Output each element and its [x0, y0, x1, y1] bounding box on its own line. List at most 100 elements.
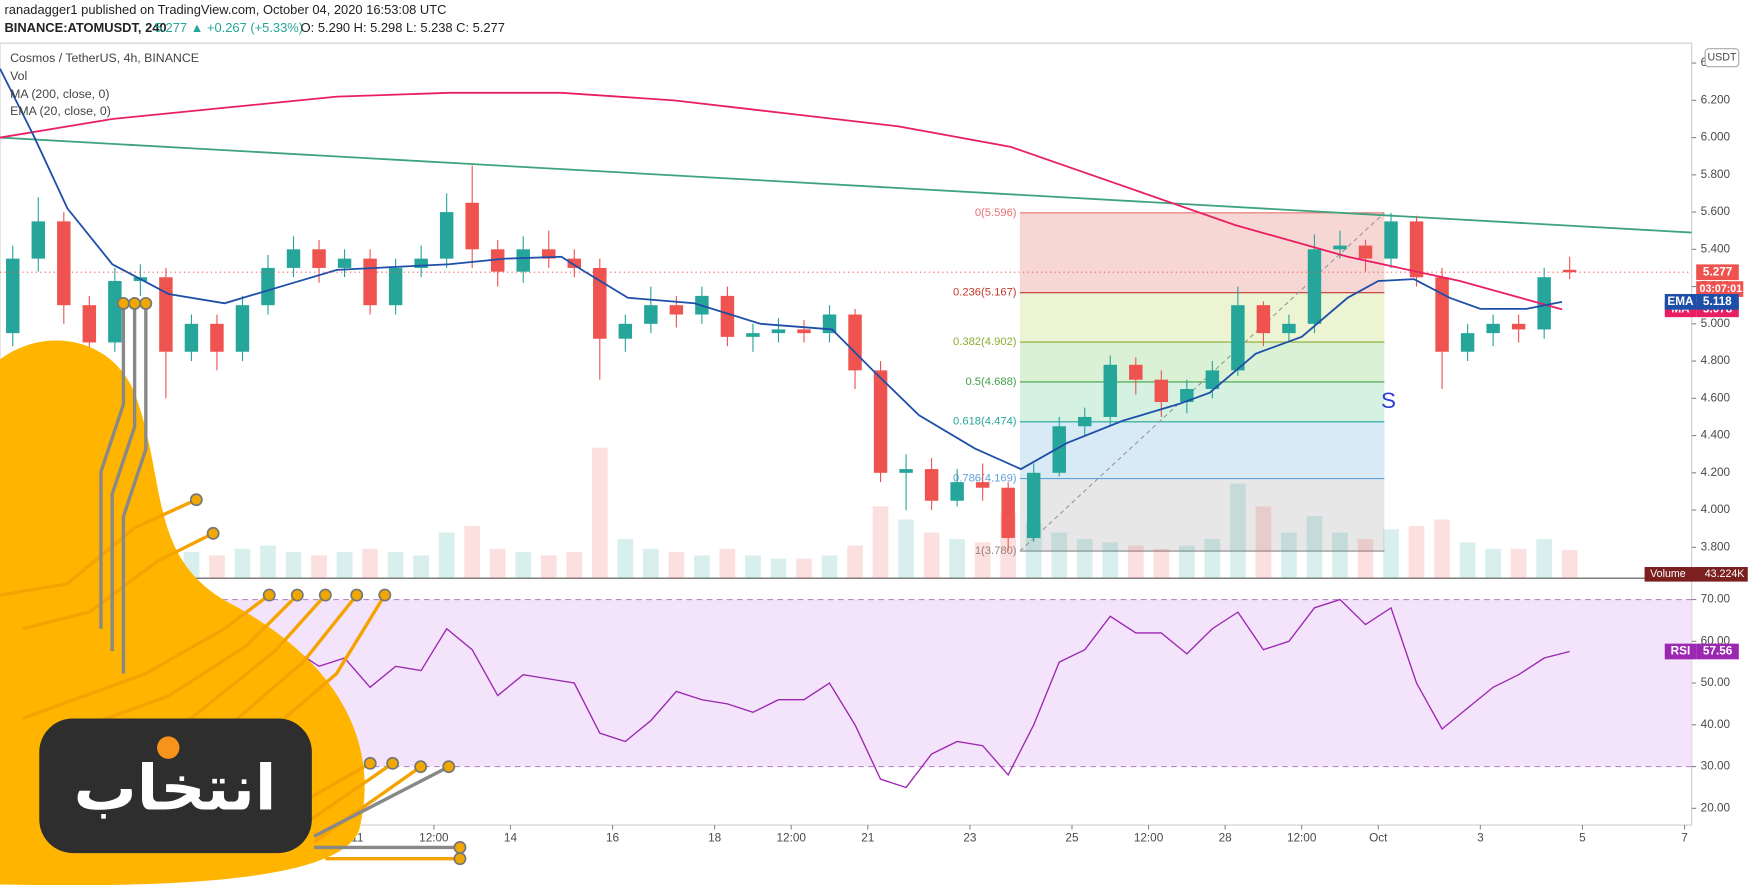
logo-box — [39, 718, 312, 854]
fib-label: 0.382(4.902) — [953, 336, 1017, 348]
volume-bar — [1332, 532, 1348, 579]
volume-bar — [464, 526, 481, 579]
indicator-badge — [1696, 293, 1739, 310]
price-pane: 0(5.596) 0.236(5.167) 0.382(4.902) 0.5(4.68… — [0, 68, 1692, 579]
volume-bar — [1306, 516, 1323, 579]
volume-badge-name: Volume — [1650, 568, 1686, 580]
x-tick-label: 23 — [963, 832, 977, 845]
candle-body — [57, 221, 71, 306]
volume-bar — [694, 555, 710, 579]
volume-bar — [1076, 539, 1093, 579]
volume-bar — [1153, 548, 1170, 579]
volume-bar — [898, 519, 914, 579]
volume-bar — [1281, 532, 1297, 579]
candle-body — [720, 295, 735, 337]
y-tick-label: 6.000 — [1701, 131, 1731, 144]
volume-bar — [1357, 539, 1374, 579]
y-tick-label: 4.200 — [1701, 466, 1731, 479]
candle-body — [82, 305, 97, 343]
rsi-badge-tag — [1664, 643, 1697, 660]
volume-bar — [336, 552, 353, 579]
volume-bar — [1408, 526, 1425, 579]
volume-bar — [1536, 539, 1553, 579]
y-tick-label: 4.600 — [1701, 391, 1731, 404]
candle-body — [1307, 249, 1322, 324]
fib-label: 0(5.596) — [975, 207, 1017, 219]
candle-body — [848, 314, 862, 371]
volume-bar — [260, 545, 276, 579]
trendline — [0, 136, 1692, 234]
candle-body — [388, 267, 403, 306]
x-tick-label: 12:00 — [1287, 832, 1317, 845]
x-tick-label: 3 — [1477, 832, 1484, 845]
volume-bar — [745, 555, 761, 579]
volume-bar — [796, 558, 812, 579]
candle-body — [873, 370, 888, 473]
publish-line: ranadagger1 published on TradingView.com… — [4, 2, 446, 17]
indicator-badge-tag — [1664, 293, 1697, 310]
volume-bar — [489, 548, 506, 579]
x-tick-label: 21 — [861, 832, 874, 845]
indicator-badge-value: 5.118 — [1703, 295, 1732, 308]
volume-bar — [515, 552, 532, 579]
chart-title: Cosmos / TetherUS, 4h, BINANCE — [10, 51, 199, 65]
volume-bar — [1434, 519, 1450, 579]
volume-bar — [311, 555, 327, 579]
fib-trend — [1019, 212, 1385, 552]
volume-bar — [719, 548, 736, 579]
x-tick-label: 7 — [1681, 832, 1688, 845]
y-tick-label: 20.00 — [1701, 801, 1731, 814]
quote: 5.277 ▲ +0.267 (+5.33%) — [155, 20, 303, 35]
legend-entry: MA (200, close, 0) — [10, 87, 109, 101]
volume-bar — [566, 552, 583, 579]
volume-bar — [642, 548, 659, 579]
volume-bar — [770, 558, 787, 579]
candle-body — [1282, 323, 1296, 334]
fib-zone — [1019, 381, 1385, 422]
y-tick-label: 70.00 — [1701, 593, 1731, 606]
x-tick-label: Oct — [1369, 832, 1388, 845]
volume-bar — [1561, 550, 1578, 579]
candle-body — [516, 249, 530, 272]
fib-label: 0.236(5.167) — [953, 287, 1017, 299]
candle-body — [1026, 472, 1041, 539]
volume-bar — [974, 542, 991, 579]
candle-body — [210, 323, 224, 352]
fib-label: 0.786(4.169) — [953, 473, 1017, 485]
candle-body — [1052, 426, 1066, 473]
last-price-badge — [1696, 264, 1739, 281]
fib-label: 1(3.780) — [975, 545, 1017, 557]
indicator-badge-name: EMA — [1667, 295, 1694, 308]
volume-bar — [540, 555, 557, 579]
legend-entry: EMA (20, close, 0) — [10, 104, 111, 118]
countdown-box — [1696, 281, 1744, 297]
fib-zone — [1019, 342, 1385, 382]
y-tick-label: 5.400 — [1701, 242, 1731, 255]
symbol: BINANCE:ATOMUSDT, 240 — [4, 20, 166, 35]
candle-body — [108, 280, 122, 343]
volume-bar — [387, 552, 404, 579]
watermark-logo: انتخاب — [0, 296, 467, 885]
rsi-badges: RSI 57.56 — [1664, 643, 1739, 660]
candle-body — [950, 482, 964, 501]
circuit-nodes — [116, 296, 467, 866]
candle-body — [159, 277, 173, 352]
fib-zone — [1019, 478, 1385, 552]
axis-badges: USDT5.27703:07:01MA5.078EMA5.118Volume43… — [1644, 48, 1748, 582]
candle-body — [1256, 305, 1271, 334]
volume-bar — [413, 555, 429, 579]
indicator-line — [0, 68, 1563, 471]
fib-zone — [1019, 212, 1385, 293]
logo-text: انتخاب — [74, 752, 277, 825]
candle-body — [1231, 305, 1245, 371]
x-tick-label: 12:00 — [419, 832, 449, 845]
volume-bar — [668, 552, 685, 579]
volume-bar — [1459, 542, 1476, 579]
y-tick-label: 30.00 — [1701, 760, 1731, 773]
indicator-line — [0, 91, 1563, 311]
y-tick-label: 4.000 — [1701, 503, 1731, 516]
candle-body — [1001, 487, 1015, 539]
candle-body — [286, 249, 301, 268]
volume-bar — [234, 548, 251, 579]
candle-body — [567, 258, 582, 268]
